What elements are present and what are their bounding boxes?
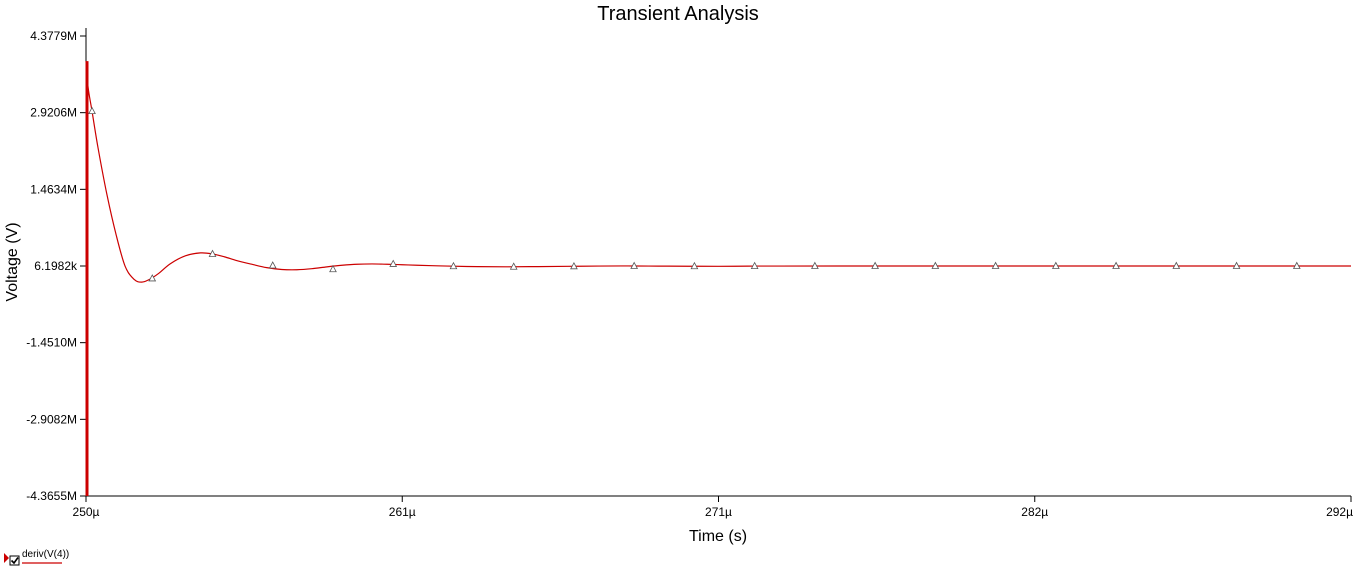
x-axis-label: Time (s) [689, 528, 747, 545]
x-tick-label: 261µ [389, 505, 416, 519]
series-marker [630, 261, 639, 269]
series-marker [1292, 261, 1301, 269]
series-marker [871, 261, 879, 269]
series-marker [1112, 261, 1120, 269]
series-marker [509, 262, 518, 270]
series-marker [389, 259, 398, 267]
x-tick-label: 271µ [705, 505, 732, 519]
series-marker [690, 261, 699, 270]
series-marker [1232, 261, 1241, 269]
legend-checkbox[interactable] [9, 555, 20, 566]
legend-arrow-icon[interactable] [4, 553, 9, 563]
series-marker [268, 261, 277, 269]
series-marker [570, 261, 578, 270]
legend[interactable]: deriv(V(4)) [4, 549, 69, 566]
y-tick-label: 2.9206M [30, 106, 77, 120]
legend-series-label: deriv(V(4)) [22, 549, 69, 560]
y-axis-ticks: 4.3779M 2.9206M 1.4634M 6.1982k -1.4510M -2.9… [26, 29, 86, 503]
checkmark-icon [10, 557, 19, 565]
series-marker [750, 261, 759, 270]
series-marker [88, 106, 96, 115]
series-marker [148, 274, 157, 282]
series-marker [329, 264, 337, 273]
series-marker [449, 261, 458, 270]
x-tick-label: 292µ [1326, 505, 1353, 519]
y-tick-label: 1.4634M [30, 182, 77, 196]
series-marker [811, 261, 819, 269]
series-marker [931, 261, 940, 269]
y-tick-label: 4.3779M [30, 29, 77, 43]
y-tick-label: -4.3655M [26, 489, 77, 503]
y-tick-label: -1.4510M [26, 336, 77, 350]
y-tick-label: 6.1982k [34, 259, 78, 273]
series-marker [991, 261, 1000, 269]
series-marker [1051, 261, 1060, 269]
x-tick-label: 282µ [1021, 505, 1048, 519]
series-marker [1172, 261, 1181, 269]
y-axis-label: Voltage (V) [4, 222, 21, 301]
series-line-deriv-v4 [85, 61, 1351, 283]
y-tick-label: -2.9082M [26, 412, 77, 426]
x-axis-ticks: 250µ 261µ 271µ 282µ 292µ [73, 496, 1353, 519]
chart-title: Transient Analysis [597, 3, 759, 25]
x-tick-label: 250µ [73, 505, 100, 519]
series-marker [208, 249, 217, 257]
series-markers [88, 106, 1301, 282]
